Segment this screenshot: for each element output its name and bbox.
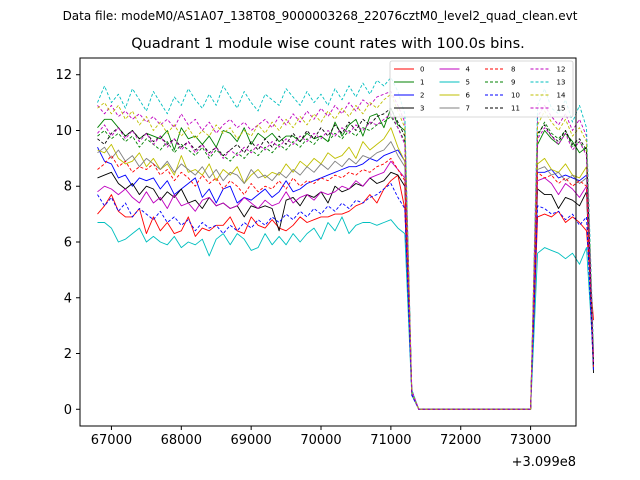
legend-label-8: 8 — [511, 66, 515, 74]
series-line-8 — [97, 155, 594, 410]
legend-label-4: 4 — [466, 66, 471, 74]
y-tick-label: 0 — [64, 403, 72, 418]
legend-label-6: 6 — [466, 92, 471, 100]
series-line-0 — [97, 174, 594, 410]
series-line-13 — [97, 77, 594, 410]
y-axis: 0 2 4 6 8 10 12 — [55, 68, 80, 418]
y-tick-label: 2 — [64, 347, 72, 362]
legend-label-2: 2 — [420, 92, 424, 100]
x-tick-label: 72000 — [440, 433, 481, 448]
legend-label-3: 3 — [420, 105, 424, 113]
series-line-2 — [97, 146, 594, 410]
legend-label-7: 7 — [466, 105, 470, 113]
suptitle: Data file: modeM0/AS1A07_138T08_90000032… — [63, 9, 578, 23]
chart-title: Quadrant 1 module wise count rates with … — [131, 36, 525, 52]
series-line-6 — [97, 127, 594, 410]
series-line-15 — [97, 113, 594, 410]
legend-label-5: 5 — [466, 79, 470, 87]
legend-label-9: 9 — [511, 79, 515, 87]
series-line-4 — [97, 160, 594, 410]
legend-label-15: 15 — [557, 105, 566, 113]
series-line-5 — [97, 216, 594, 410]
legend-label-1: 1 — [420, 79, 424, 87]
series-line-11 — [97, 107, 594, 410]
series-line-14 — [97, 93, 594, 410]
series-line-10 — [97, 183, 594, 410]
legend-label-0: 0 — [420, 66, 424, 74]
series-line-9 — [97, 116, 594, 410]
x-tick-label: 67000 — [91, 433, 132, 448]
x-tick-label: 69000 — [230, 433, 271, 448]
series-line-3 — [97, 171, 594, 410]
legend-label-12: 12 — [557, 66, 566, 74]
x-axis: 67000 68000 69000 70000 71000 72000 73000 — [91, 426, 551, 448]
x-tick-label: 71000 — [370, 433, 411, 448]
legend-label-14: 14 — [557, 92, 566, 100]
legend-label-10: 10 — [511, 92, 520, 100]
y-tick-label: 6 — [64, 236, 72, 251]
y-tick-label: 8 — [64, 180, 72, 195]
series-lines — [97, 77, 594, 410]
legend-box — [389, 60, 574, 118]
y-tick-label: 10 — [55, 124, 72, 139]
legend-label-13: 13 — [557, 79, 566, 87]
x-tick-label: 73000 — [510, 433, 551, 448]
x-tick-label: 70000 — [300, 433, 341, 448]
series-line-7 — [97, 141, 594, 410]
y-tick-label: 4 — [64, 291, 72, 306]
legend-label-11: 11 — [511, 105, 520, 113]
y-tick-label: 12 — [55, 68, 72, 83]
series-line-1 — [97, 107, 594, 410]
x-offset-label: +3.099e8 — [512, 455, 576, 470]
series-line-12 — [97, 91, 594, 410]
x-tick-label: 68000 — [161, 433, 202, 448]
